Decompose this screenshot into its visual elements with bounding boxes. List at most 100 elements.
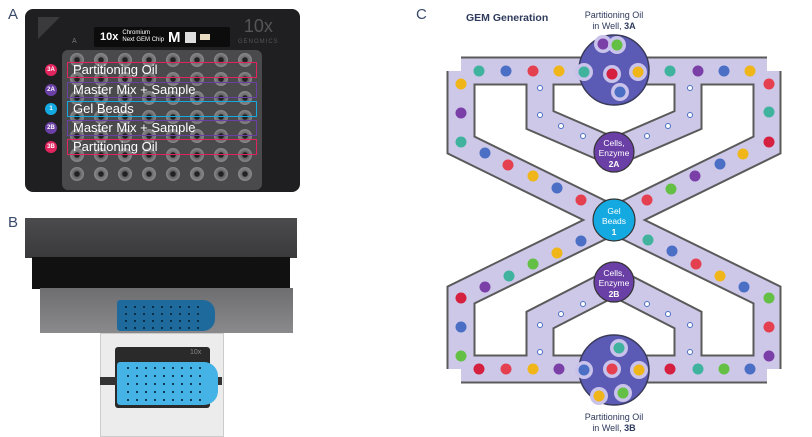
- gasket-hole: [199, 383, 201, 385]
- instrument-opening: [32, 257, 290, 289]
- droplet: [455, 78, 467, 90]
- gasket-hole: [163, 399, 165, 401]
- droplet: [500, 363, 512, 375]
- droplet: [527, 170, 539, 182]
- well: [94, 148, 108, 162]
- gasket-hole: [136, 367, 138, 369]
- droplet: [575, 235, 587, 247]
- well: [214, 53, 228, 67]
- well: [190, 53, 204, 67]
- empty-droplet: [537, 112, 543, 118]
- gasket-hole: [163, 383, 165, 385]
- well: [238, 167, 252, 181]
- droplet: [553, 363, 565, 375]
- gasket-hole: [136, 383, 138, 385]
- well: [238, 53, 252, 67]
- droplet: [551, 182, 563, 194]
- gasket-hole: [172, 399, 174, 401]
- well: [94, 167, 108, 181]
- well: [118, 167, 132, 181]
- gasket-hole: [190, 399, 192, 401]
- cells-enzyme-2b-node-line1: Cells,: [603, 268, 624, 278]
- well: [118, 148, 132, 162]
- gasket-hole: [179, 313, 181, 315]
- droplet: [502, 159, 514, 171]
- droplet: [473, 363, 485, 375]
- gel-beads-node: [592, 198, 636, 242]
- droplet: [551, 247, 563, 259]
- empty-droplet: [687, 112, 693, 118]
- droplet: [479, 147, 491, 159]
- row-label: Master Mix + Sample: [67, 82, 257, 98]
- gasket-hole: [181, 367, 183, 369]
- droplet: [527, 65, 539, 77]
- gem-bead: [606, 68, 618, 80]
- gasket-hole: [197, 313, 199, 315]
- droplet: [455, 292, 467, 304]
- droplet: [763, 106, 775, 118]
- gasket-hole: [199, 367, 201, 369]
- gasket-hole: [179, 320, 181, 322]
- empty-droplet: [558, 123, 564, 129]
- gasket-hole: [154, 391, 156, 393]
- top-well-label-line2: in Well, 3A: [592, 21, 636, 31]
- instrument-lid: [25, 218, 297, 258]
- gasket-hole: [172, 383, 174, 385]
- gasket-hole: [181, 375, 183, 377]
- droplet: [744, 65, 756, 77]
- diagram-title: GEM Generation: [466, 12, 548, 24]
- gasket-hole: [145, 399, 147, 401]
- droplet: [763, 136, 775, 148]
- gasket-hole: [197, 306, 199, 308]
- gasket-hole: [154, 375, 156, 377]
- gem-bead: [632, 66, 644, 78]
- gasket-hole: [170, 306, 172, 308]
- cells-enzyme-2b-node-line2: Enzyme: [599, 278, 630, 288]
- droplet: [718, 363, 730, 375]
- well: [70, 167, 84, 181]
- gem-bead: [611, 39, 623, 51]
- droplet: [689, 170, 701, 182]
- droplet: [738, 281, 750, 293]
- droplet: [692, 65, 704, 77]
- gasket-hole: [154, 383, 156, 385]
- gasket-hole: [143, 306, 145, 308]
- empty-droplet: [665, 123, 671, 129]
- well: [142, 53, 156, 67]
- chip-corner-mark: [38, 17, 60, 39]
- gasket-hole: [163, 375, 165, 377]
- panel-label-b: B: [8, 214, 19, 231]
- row-label: Partitioning Oil: [67, 139, 257, 155]
- bottom-well-label-line2: in Well, 3B: [592, 423, 636, 433]
- gasket-hole: [152, 313, 154, 315]
- chip-row-letter: A: [72, 38, 77, 45]
- gasket-hole: [136, 375, 138, 377]
- chip-label-line1: Chromium: [122, 30, 151, 36]
- gasket-hole: [125, 313, 127, 315]
- gasket-hole: [127, 391, 129, 393]
- well: [94, 53, 108, 67]
- gasket-hole: [136, 399, 138, 401]
- well: [142, 148, 156, 162]
- gasket-hole: [145, 391, 147, 393]
- gasket-hole: [134, 327, 136, 329]
- brand-logo-text: 10x: [243, 16, 273, 36]
- cells-enzyme-2a-node-id: 2A: [609, 159, 620, 169]
- empty-droplet: [687, 349, 693, 355]
- gasket-hole: [170, 313, 172, 315]
- gasket-hole: [188, 327, 190, 329]
- well: [190, 148, 204, 162]
- gel-beads-node-line2: Beads: [602, 216, 626, 226]
- droplet: [714, 270, 726, 282]
- gasket-hole: [152, 320, 154, 322]
- well: [166, 148, 180, 162]
- empty-droplet: [644, 301, 650, 307]
- well: [70, 53, 84, 67]
- row-label: Gel Beads: [67, 101, 257, 117]
- chip-gasket: [117, 362, 218, 405]
- gasket-hole: [134, 306, 136, 308]
- droplet: [641, 194, 653, 206]
- gasket-hole: [181, 383, 183, 385]
- well: [166, 167, 180, 181]
- gasket-hole: [125, 327, 127, 329]
